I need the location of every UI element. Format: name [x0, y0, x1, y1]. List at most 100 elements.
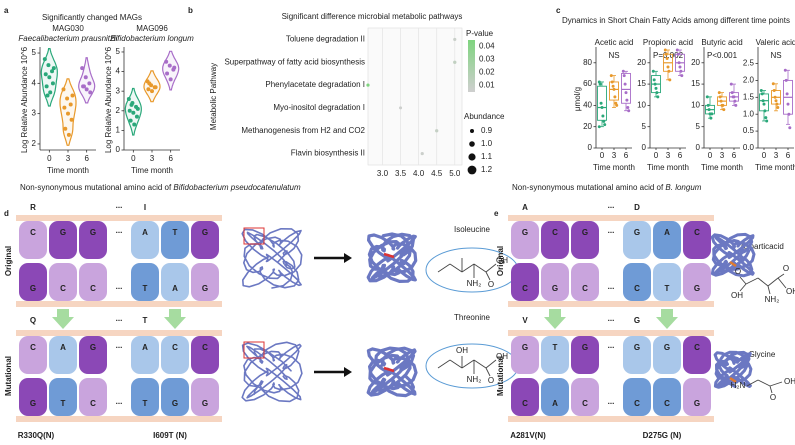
data-point	[655, 91, 659, 95]
data-point	[87, 81, 92, 86]
base-cell	[683, 263, 711, 301]
base: T	[143, 399, 148, 408]
mutation-label: I609T (N)	[153, 431, 187, 440]
x-tick-label: 0	[708, 151, 713, 160]
chemical-bond	[437, 359, 451, 369]
row-label: Original	[496, 246, 505, 276]
base-cell	[191, 336, 219, 374]
data-point	[165, 71, 170, 76]
base: G	[634, 228, 640, 237]
compound-name: Asparticacid	[740, 242, 784, 251]
data-point	[50, 81, 55, 86]
x-tick-label: 3	[612, 151, 617, 160]
base: G	[90, 343, 96, 352]
ellipsis: ...	[116, 341, 123, 350]
x-axis-label: Time month	[593, 163, 635, 172]
x-tick-label: 4.0	[413, 169, 425, 178]
ellipsis: ...	[608, 397, 615, 406]
y-tick-label: 2.0	[743, 76, 755, 85]
y-tick-label: 40	[583, 101, 592, 110]
y-tick-label: 20	[637, 58, 646, 67]
y-tick-label: Phenylacetate degradation I	[265, 80, 365, 89]
base: G	[30, 284, 36, 293]
row-label: Mutational	[4, 356, 13, 396]
size-legend-marker	[467, 165, 477, 175]
data-point	[68, 102, 73, 107]
base-cell	[49, 221, 77, 259]
x-tick-label: 3.5	[395, 169, 407, 178]
x-tick-label: 6	[678, 151, 683, 160]
data-point	[609, 74, 613, 78]
y-tick-label: Myo-inositol degradation I	[273, 103, 365, 112]
base-cell	[79, 263, 107, 301]
data-point	[150, 89, 154, 94]
base-cell	[623, 336, 651, 374]
ellipsis: ...	[608, 282, 615, 291]
x-tick-label: 6	[624, 151, 629, 160]
data-point	[678, 65, 682, 69]
base-cell	[571, 221, 599, 259]
base-cell	[683, 378, 711, 416]
data-point	[610, 80, 614, 84]
chemical-bond	[485, 271, 491, 281]
data-point	[129, 102, 134, 107]
base-cell	[191, 221, 219, 259]
data-point	[46, 63, 51, 68]
chemical-bond	[769, 381, 783, 387]
base: G	[634, 343, 640, 352]
data-point	[70, 93, 75, 98]
base: G	[202, 399, 208, 408]
base: G	[522, 228, 528, 237]
base-cell	[571, 378, 599, 416]
y-tick-label: 0.0	[743, 143, 755, 152]
amino-acid: T	[143, 316, 148, 325]
x-axis-label: Time month	[47, 166, 89, 175]
data-point	[626, 106, 630, 110]
base: G	[694, 284, 700, 293]
data-point	[172, 65, 177, 70]
chemical-bond	[777, 273, 785, 279]
base: G	[30, 399, 36, 408]
y-tick-label: 2.5	[743, 59, 755, 68]
data-point	[66, 111, 70, 116]
panel-label: b	[188, 6, 193, 15]
protein-structure	[366, 232, 418, 283]
y-tick-label: Methanogenesis from H2 and CO2	[241, 126, 365, 135]
data-point	[652, 78, 656, 82]
data-point	[676, 52, 680, 56]
base: A	[172, 284, 178, 293]
chemical-bond	[437, 263, 451, 273]
size-legend-label: 0.9	[481, 126, 493, 135]
chart-title: MAG096	[136, 24, 168, 33]
ellipsis: ...	[608, 201, 615, 210]
data-point	[763, 109, 767, 113]
data-point	[759, 89, 763, 93]
data-point	[773, 95, 777, 99]
data-point	[48, 90, 53, 95]
mutation-label: A281V(N)	[510, 431, 546, 440]
y-tick-label: 3	[116, 86, 121, 95]
data-point	[83, 75, 88, 80]
strand-band	[16, 330, 222, 336]
y-tick-label: 5	[642, 122, 647, 131]
chemical-bond	[485, 367, 491, 377]
data-point	[62, 105, 67, 110]
panel-label: e	[494, 209, 499, 218]
atom-label: O	[488, 280, 494, 289]
ellipsis: ...	[116, 397, 123, 406]
panel-label: d	[4, 209, 9, 218]
y-axis-label: Log Relative Abundance 10^6	[20, 46, 29, 153]
base-cell	[653, 263, 681, 301]
data-point	[706, 103, 710, 107]
base: G	[172, 399, 178, 408]
base: C	[90, 284, 96, 293]
atom-label: NH₂	[467, 279, 482, 288]
base: C	[634, 284, 640, 293]
strand-band	[16, 416, 222, 422]
data-point	[420, 151, 424, 156]
y-tick-label: 5	[116, 47, 121, 56]
residue	[729, 376, 737, 384]
data-point	[613, 95, 617, 99]
y-tick-label: Flavin biosynthesis II	[291, 149, 365, 158]
size-legend-label: 1.1	[481, 152, 493, 161]
